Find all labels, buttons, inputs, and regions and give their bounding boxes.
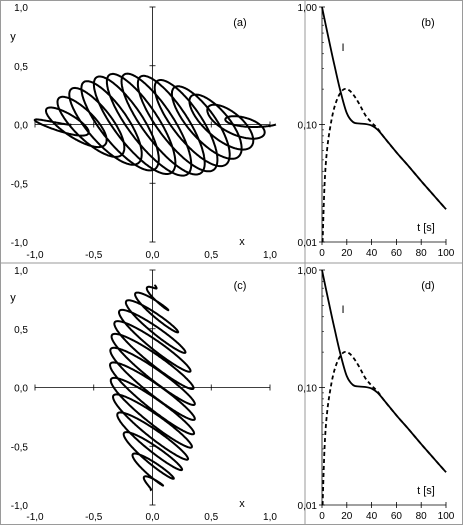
x-tick-label: 0	[319, 248, 325, 259]
x-tick-label: 1,0	[263, 250, 277, 261]
y-tick-label: -1,0	[11, 501, 29, 512]
x-tick-label: 60	[391, 248, 403, 259]
x-tick-label: 100	[438, 511, 455, 522]
y-tick-label: 1,00	[298, 266, 318, 277]
x-axis-label: t [s]	[417, 222, 435, 234]
x-tick-label: -1,0	[26, 512, 44, 523]
x-tick-label: 60	[391, 511, 403, 522]
y-tick-label: 0,10	[298, 384, 318, 395]
x-tick-label: 1,0	[263, 512, 277, 523]
y-axis-label: y	[10, 31, 16, 43]
y-tick-label: -1,0	[11, 238, 29, 249]
y-axis-label: I	[341, 42, 344, 54]
y-tick-label: 1,0	[14, 3, 28, 14]
panel-label: (a)	[233, 17, 246, 29]
dashed-series-line	[321, 87, 447, 243]
y-tick-label: 0,0	[14, 121, 28, 132]
x-tick-label: -0,5	[85, 512, 103, 523]
x-tick-label: 0,0	[146, 512, 160, 523]
y-axis-label: y	[10, 292, 16, 304]
x-tick-label: -0,5	[85, 250, 103, 261]
panel-a-group	[33, 6, 277, 243]
x-axis-label: t [s]	[417, 485, 435, 497]
x-axis-label: x	[239, 498, 245, 510]
y-tick-label: 1,00	[298, 3, 318, 14]
y-tick-label: 0,01	[298, 501, 318, 512]
trajectory-curve	[33, 72, 277, 177]
panel-label: (d)	[421, 280, 434, 292]
y-tick-label: -0,5	[11, 442, 29, 453]
y-tick-label: 0,01	[298, 238, 318, 249]
x-tick-label: 20	[341, 248, 353, 259]
x-tick-label: 80	[416, 511, 428, 522]
y-tick-label: 0,5	[14, 325, 28, 336]
x-tick-label: -1,0	[26, 250, 44, 261]
x-tick-label: 100	[438, 248, 455, 259]
x-axis-label: x	[239, 236, 245, 248]
x-tick-label: 0,5	[204, 512, 218, 523]
y-axis-label: I	[341, 304, 344, 316]
x-tick-label: 0,5	[204, 250, 218, 261]
y-tick-label: 0,5	[14, 62, 28, 73]
solid-series-line	[321, 6, 447, 210]
panel-label: (c)	[234, 280, 247, 292]
panel-label: (b)	[421, 17, 434, 29]
panel-b-group	[319, 6, 447, 245]
y-tick-label: 1,0	[14, 266, 28, 277]
x-tick-label: 40	[366, 248, 378, 259]
solid-series-line	[321, 269, 447, 473]
dashed-series-line	[321, 350, 447, 506]
y-tick-label: 0,10	[298, 121, 318, 132]
panel-d-group	[319, 269, 447, 508]
y-tick-label: -0,5	[11, 179, 29, 190]
panel-c-group	[34, 269, 271, 506]
x-tick-label: 0,0	[146, 250, 160, 261]
trajectory-curve	[109, 283, 196, 492]
x-tick-label: 20	[341, 511, 353, 522]
y-tick-label: 0,0	[14, 384, 28, 395]
x-tick-label: 0	[319, 511, 325, 522]
x-tick-label: 40	[366, 511, 378, 522]
x-tick-label: 80	[416, 248, 428, 259]
